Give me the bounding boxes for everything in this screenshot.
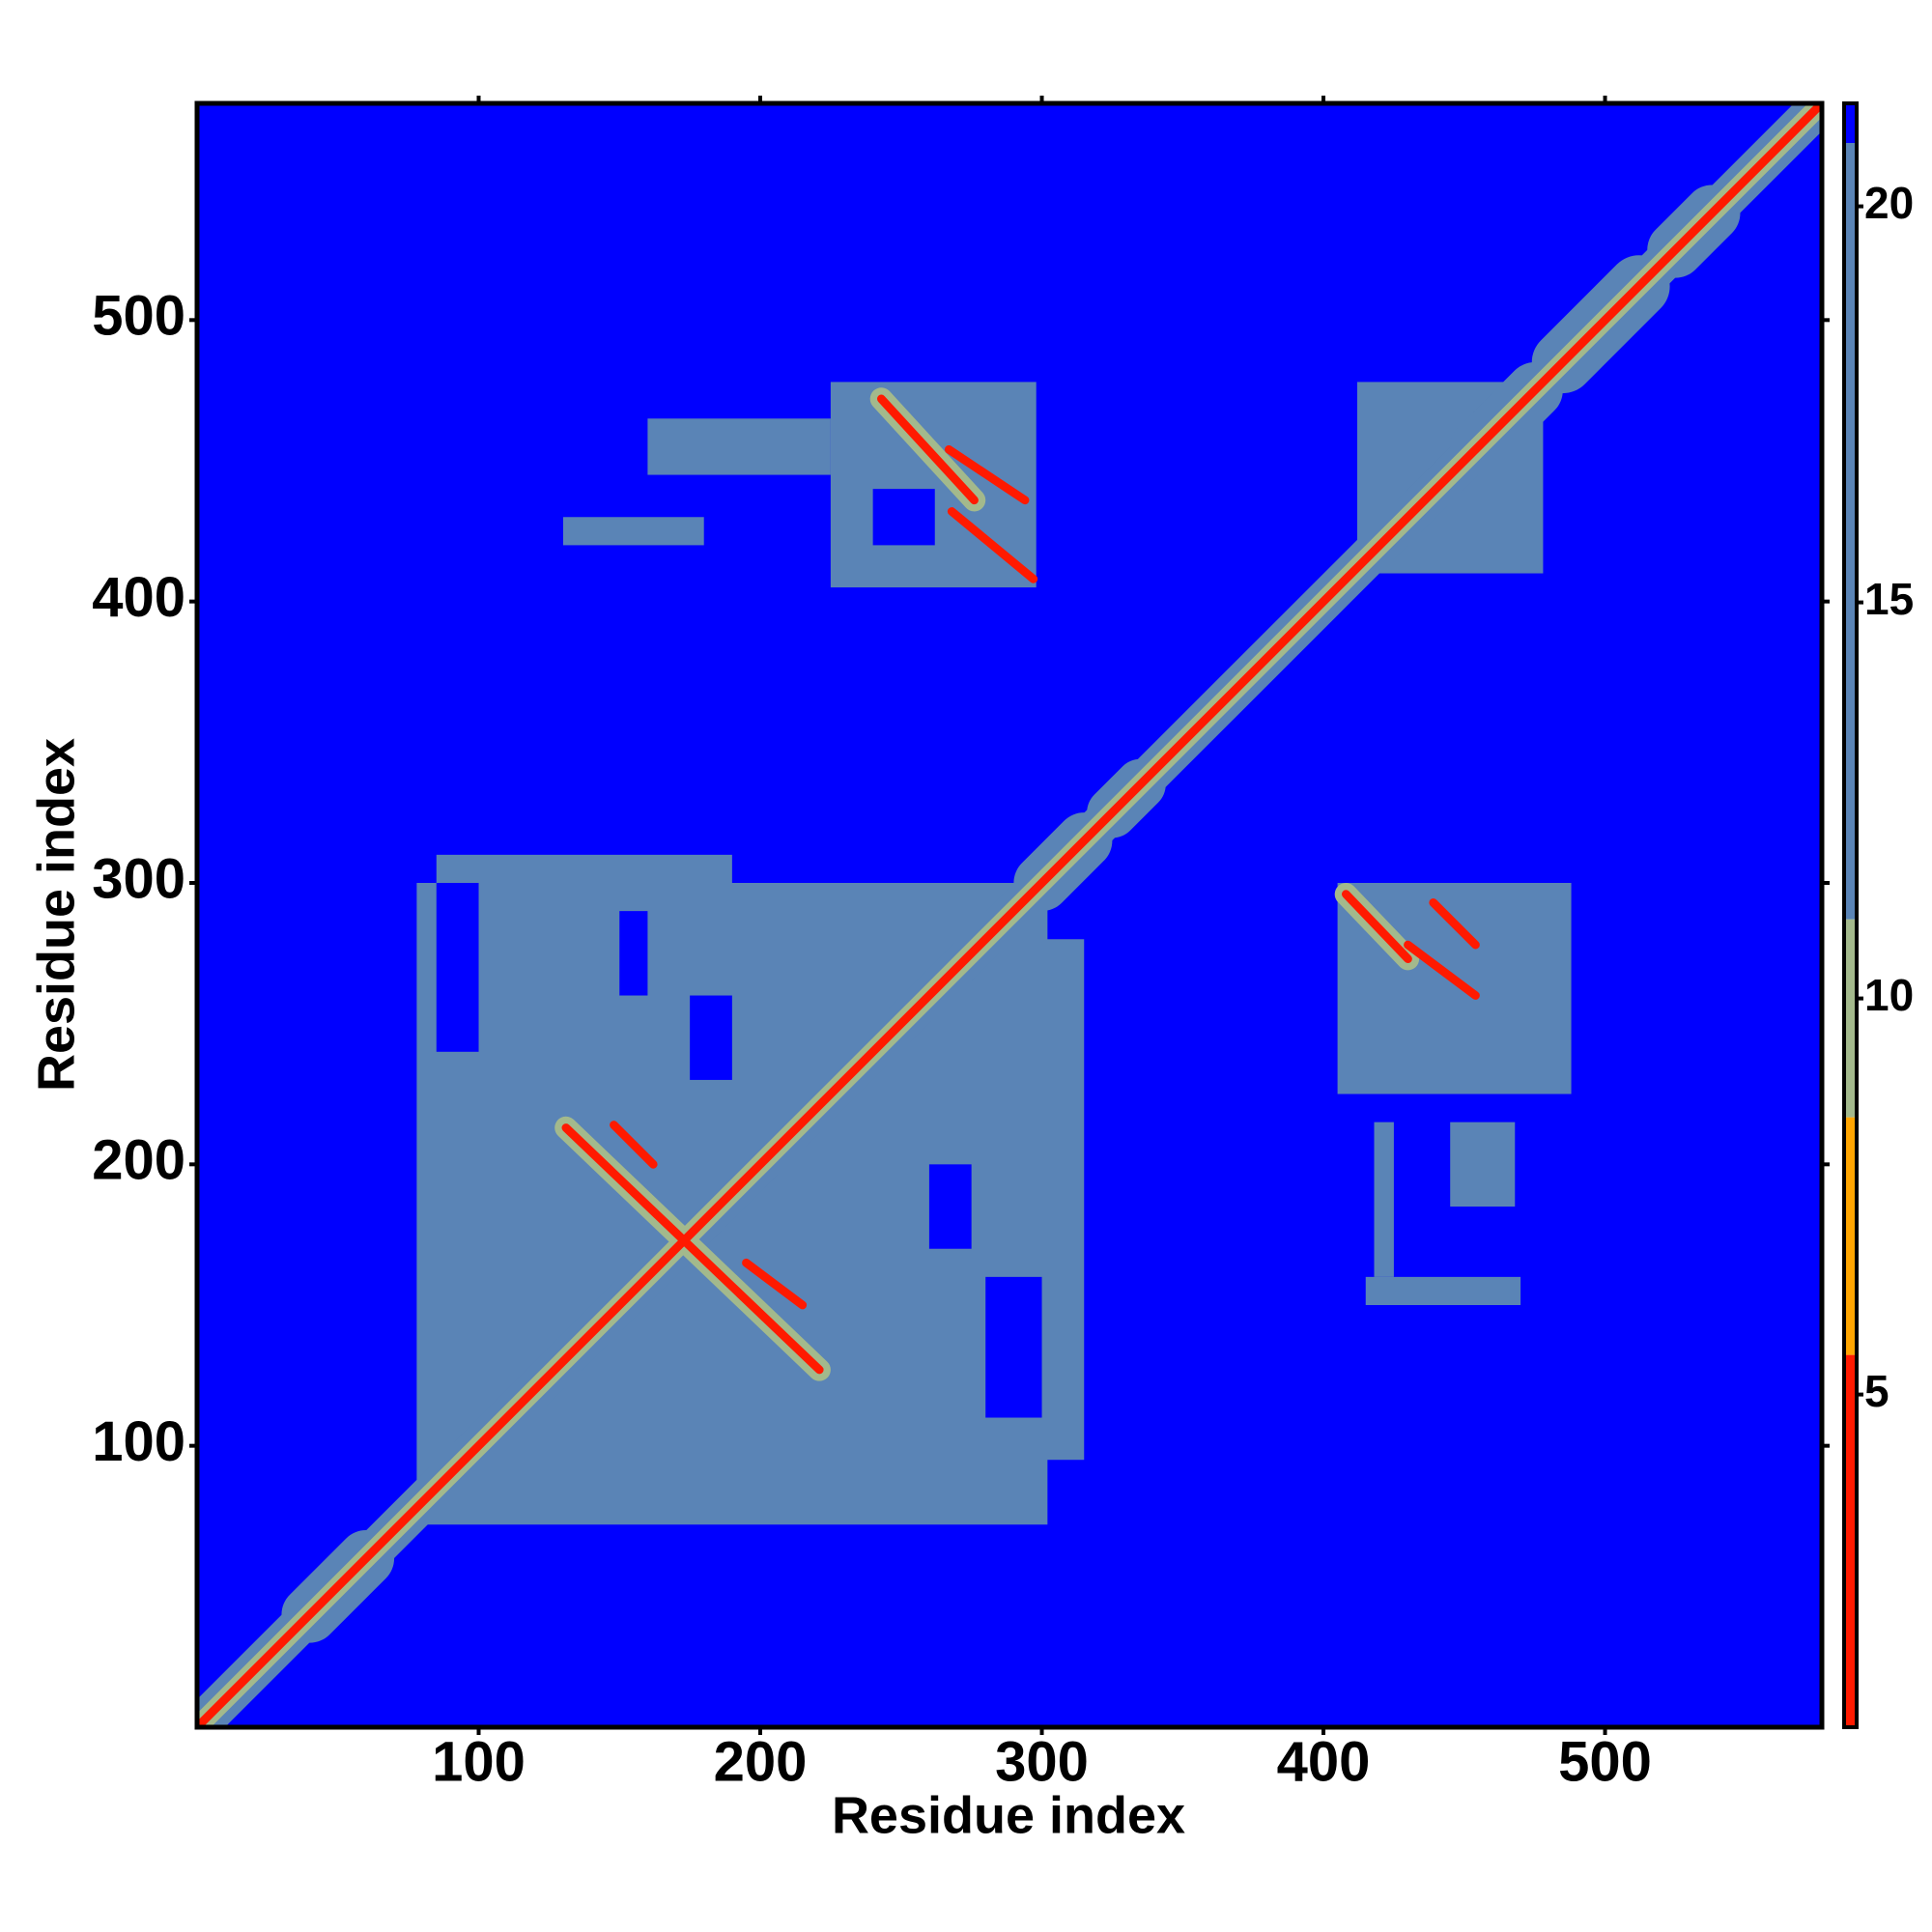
y-tick-label: 300 <box>92 847 185 910</box>
region <box>436 882 479 1052</box>
streak <box>876 394 979 505</box>
region <box>647 418 831 475</box>
y-tick-label: 400 <box>92 566 185 629</box>
region <box>872 489 935 546</box>
streak <box>197 103 1822 1727</box>
colorbar-tick-label: 5 <box>1864 1366 1889 1416</box>
x-tick-label: 400 <box>1277 1730 1371 1793</box>
streak <box>1341 890 1412 964</box>
streak <box>742 1258 808 1310</box>
streak <box>1404 940 1480 1000</box>
streak <box>1429 898 1480 950</box>
colorbar-band <box>1844 1117 1857 1355</box>
colorbar-frame <box>1842 101 1859 1729</box>
y-tick-label: 500 <box>92 285 185 348</box>
streak <box>610 1121 658 1169</box>
region <box>928 1164 972 1249</box>
region <box>436 854 732 883</box>
region <box>690 995 732 1080</box>
colorbar-tick-label: 20 <box>1864 178 1914 228</box>
y-tick-label: 200 <box>92 1129 185 1192</box>
x-tick-label: 200 <box>714 1730 808 1793</box>
colorbar-band <box>1844 143 1857 920</box>
x-tick-label: 300 <box>995 1730 1089 1793</box>
streak <box>944 444 1030 505</box>
x-tick-label: 100 <box>432 1730 526 1793</box>
colorbar-band <box>1844 919 1857 1118</box>
colorbar-band <box>1844 1354 1857 1727</box>
x-tick-label: 500 <box>1558 1730 1652 1793</box>
region <box>562 517 704 546</box>
plot-frame <box>194 100 1825 1730</box>
heatmap <box>197 103 1822 1727</box>
colorbar-tick-label: 15 <box>1864 574 1914 624</box>
region <box>985 1276 1042 1418</box>
region <box>1365 1276 1521 1305</box>
x-axis-label: Residue index <box>832 1786 1185 1844</box>
y-tick-label: 100 <box>92 1410 185 1473</box>
streak <box>947 507 1038 583</box>
colorbar-band <box>1844 103 1857 143</box>
colorbar-tick-label: 10 <box>1864 970 1914 1020</box>
streak <box>561 1123 824 1375</box>
region <box>1041 939 1085 1461</box>
region <box>619 911 648 996</box>
y-axis-label: Residue index <box>27 738 85 1092</box>
region <box>1374 1122 1394 1277</box>
region <box>1450 1122 1516 1208</box>
